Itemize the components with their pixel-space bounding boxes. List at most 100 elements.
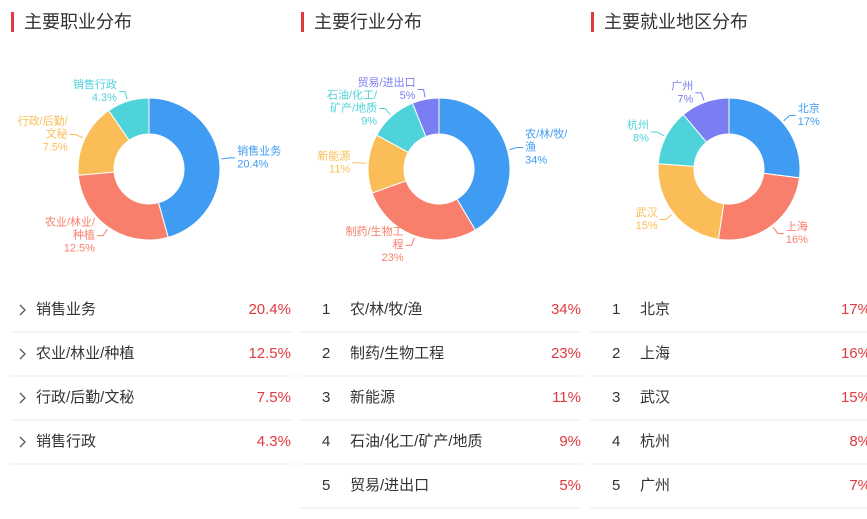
slice-label-line: 农/林/牧/ xyxy=(525,126,568,140)
slice-value: 34% xyxy=(525,154,547,166)
slice-label: 行政/后勤/文秘 7.5% xyxy=(18,113,69,153)
donut-slice xyxy=(371,180,476,241)
slice-label: 新能源 11% xyxy=(317,148,350,175)
panel-title: 主要行业分布 xyxy=(314,12,422,32)
panel-title: 主要就业地区分布 xyxy=(604,12,748,32)
list-name: 石油/化工/矿产/地质 xyxy=(350,433,483,450)
label-line xyxy=(509,147,524,151)
donut-slice xyxy=(728,97,801,179)
label-line xyxy=(379,108,391,115)
rank: 4 xyxy=(612,433,620,450)
slice-label: 上海 16% xyxy=(786,219,808,246)
slice-label-line: 行政/后勤/ xyxy=(18,113,69,127)
slice-label: 制药/生物工程 23% xyxy=(346,224,404,264)
donut-slice xyxy=(717,172,801,241)
slice-label-line: 新能源 xyxy=(317,148,350,162)
slice-label-line: 程 xyxy=(393,238,404,251)
chevron xyxy=(19,392,26,404)
title-bar xyxy=(301,12,304,32)
list-value: 16% xyxy=(841,345,867,362)
slice-label-line: 矿产/地质 xyxy=(330,100,377,114)
slice-value: 11% xyxy=(329,163,350,175)
slice-value: 16% xyxy=(786,234,808,246)
list-name: 新能源 xyxy=(350,389,395,406)
title-bar xyxy=(11,12,14,32)
list-value: 7% xyxy=(849,477,867,494)
label-line xyxy=(695,92,705,101)
slice-label-line: 文秘 xyxy=(46,126,68,140)
slice-label-line: 杭州 xyxy=(627,117,649,131)
label-line xyxy=(405,237,415,246)
list-name: 武汉 xyxy=(640,389,670,406)
label-line xyxy=(96,228,108,237)
slice-label-line: 石油/化工/ xyxy=(327,87,378,101)
slice-label-line: 销售业务 xyxy=(237,143,281,157)
list-name: 贸易/进出口 xyxy=(350,477,429,494)
list-name: 行政/后勤/文秘 xyxy=(36,389,134,406)
list-value: 4.3% xyxy=(257,433,291,450)
list-value: 34% xyxy=(551,301,581,318)
label-line xyxy=(352,162,367,164)
donut-slice xyxy=(148,97,221,238)
slice-label-line: 制药/生物工 xyxy=(346,224,404,238)
slice-value: 20.4% xyxy=(237,158,268,170)
slice-label: 销售业务 20.4% xyxy=(237,143,281,170)
slice-value: 5% xyxy=(400,90,416,102)
list-name: 制药/生物工程 xyxy=(350,345,444,362)
slice-label: 销售行政 4.3% xyxy=(73,77,117,104)
label-line xyxy=(650,131,665,137)
chevron xyxy=(19,348,26,360)
donut-slice xyxy=(107,97,150,141)
label-line xyxy=(118,91,128,100)
list-value: 5% xyxy=(559,477,581,494)
title-bar xyxy=(591,12,594,32)
donut-slice xyxy=(657,163,725,240)
slice-label: 贸易/进出口 5% xyxy=(358,75,416,102)
list-name: 农/林/牧/渔 xyxy=(350,301,423,318)
list-value: 7.5% xyxy=(257,389,291,406)
chevron xyxy=(19,436,26,448)
slice-value: 4.3% xyxy=(92,92,117,104)
rank: 4 xyxy=(322,433,330,450)
donut-slice xyxy=(77,171,169,241)
slice-label: 广州 7% xyxy=(671,79,693,105)
label-line xyxy=(221,157,236,160)
list-value: 15% xyxy=(841,389,867,406)
list-value: 20.4% xyxy=(248,301,291,318)
slice-label: 杭州 8% xyxy=(627,117,649,144)
slice-label-line: 北京 xyxy=(798,101,820,115)
list-name: 杭州 xyxy=(640,433,670,450)
slice-label-line: 武汉 xyxy=(636,206,658,219)
list-name: 北京 xyxy=(640,301,670,318)
rank: 2 xyxy=(322,345,330,362)
list-name: 广州 xyxy=(640,477,670,494)
slice-value: 7% xyxy=(677,93,693,105)
rank: 1 xyxy=(322,301,330,318)
slice-value: 7.5% xyxy=(43,141,68,153)
label-line xyxy=(772,226,784,235)
list-value: 23% xyxy=(551,345,581,362)
rank: 5 xyxy=(322,477,330,494)
slice-value: 9% xyxy=(361,115,377,127)
rank: 2 xyxy=(612,345,620,362)
slice-value: 17% xyxy=(798,116,820,128)
rank: 3 xyxy=(322,389,330,406)
slice-value: 15% xyxy=(636,220,658,232)
slice-value: 23% xyxy=(382,252,404,264)
list-value: 12.5% xyxy=(248,345,291,362)
rank: 1 xyxy=(612,301,620,318)
slice-label: 农/林/牧/渔 34% xyxy=(525,126,568,166)
label-line xyxy=(417,88,426,98)
list-value: 17% xyxy=(841,301,867,318)
donut-slice xyxy=(411,97,440,138)
rank: 5 xyxy=(612,477,620,494)
list-name: 销售业务 xyxy=(36,301,96,318)
list-name: 农业/林业/种植 xyxy=(36,345,134,362)
slice-label-line: 种植 xyxy=(73,228,95,242)
panel-title: 主要职业分布 xyxy=(24,12,132,32)
slice-label-line: 广州 xyxy=(671,79,693,92)
donut-slice xyxy=(682,97,730,143)
label-line xyxy=(659,214,673,221)
list-name: 销售行政 xyxy=(36,433,96,450)
